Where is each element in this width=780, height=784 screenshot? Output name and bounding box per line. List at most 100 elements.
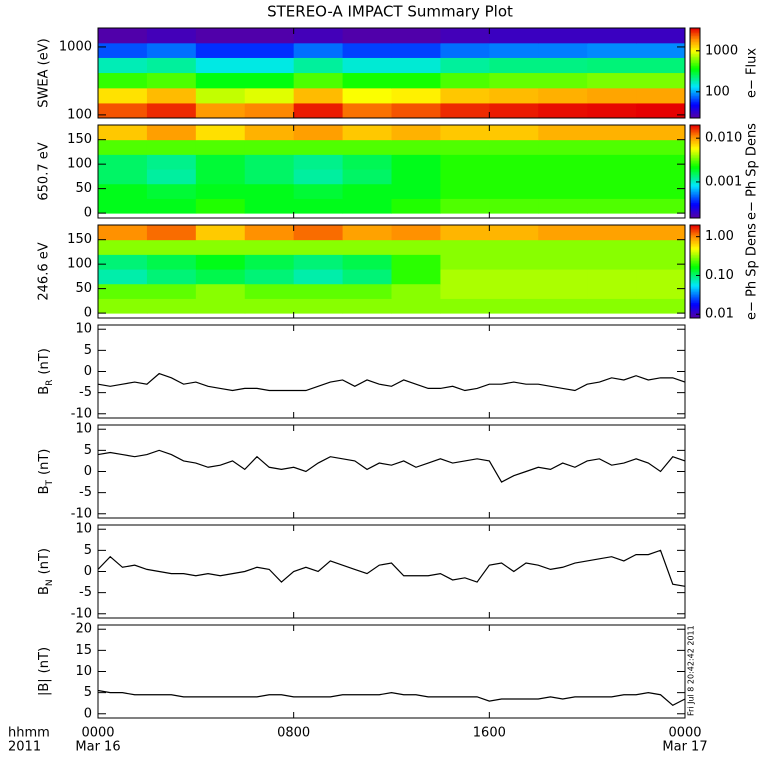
heatmap-cell xyxy=(440,269,490,285)
heatmap-cell xyxy=(293,183,344,199)
colorbar-slice xyxy=(690,291,700,294)
heatmap-cell xyxy=(244,283,295,299)
colorbar-frame xyxy=(689,124,701,219)
y-label-symbol: B xyxy=(37,586,52,595)
y-tick-label: 0 xyxy=(84,464,92,479)
heatmap-cell xyxy=(440,298,490,314)
heatmap-cell xyxy=(636,198,685,214)
colorbar-slice xyxy=(690,100,700,102)
heatmap-cell xyxy=(391,198,441,214)
heatmap-cell xyxy=(98,72,148,89)
colorbar-slice xyxy=(690,29,700,32)
colorbar-slice xyxy=(690,34,700,36)
y-tick-label: -5 xyxy=(79,485,92,500)
colorbar-slice xyxy=(690,304,700,307)
heatmap-cell xyxy=(538,154,588,170)
y-tick-label: 0 xyxy=(84,306,92,321)
heatmap-cell xyxy=(195,125,246,141)
heatmap-cell xyxy=(636,87,685,104)
colorbar-slice xyxy=(690,205,700,208)
heatmap-cell xyxy=(342,198,392,214)
y-label-unit: (nT) xyxy=(37,348,52,374)
heatmap-cell xyxy=(440,154,490,170)
colorbar-slice xyxy=(690,259,700,262)
colorbar-slice xyxy=(690,32,700,35)
heatmap-cell xyxy=(538,125,588,141)
colorbar-slice xyxy=(690,293,700,296)
heatmap-cell xyxy=(587,102,637,118)
y-axis-label: BT (nT) xyxy=(37,449,55,495)
colorbar-slice xyxy=(690,107,700,110)
heatmap-cell xyxy=(587,239,637,255)
colorbar-slice xyxy=(690,89,700,92)
heatmap-cell xyxy=(538,169,588,185)
heatmap-cell xyxy=(587,28,637,44)
heatmap-cell xyxy=(98,269,148,285)
heatmap-cell xyxy=(538,269,588,285)
colorbar-slice xyxy=(690,200,700,203)
heatmap-cell xyxy=(146,28,197,44)
colorbar-slice xyxy=(690,211,700,214)
heatmap-cell xyxy=(342,169,392,185)
y-tick-label: 0 xyxy=(84,706,92,721)
y-tick-label: 10 xyxy=(75,422,92,437)
colorbar-slice xyxy=(690,277,700,280)
timestamp: Fri Jul 8 20:42:42 2011 xyxy=(687,625,696,716)
heatmap-cell xyxy=(244,198,295,214)
heatmap-cell xyxy=(342,102,392,118)
colorbar-slice xyxy=(690,137,700,140)
heatmap-cell xyxy=(440,57,490,74)
heatmap-cell xyxy=(146,254,197,270)
colorbar-slice xyxy=(690,246,700,249)
heatmap-cell xyxy=(342,28,392,44)
plot-frame xyxy=(97,524,686,619)
heatmap-cell xyxy=(587,169,637,185)
colorbar-slice xyxy=(690,91,700,93)
heatmap-cell xyxy=(391,225,441,241)
colorbar-tick-label: 0.010 xyxy=(705,131,742,146)
colorbar-slice xyxy=(690,283,700,286)
colorbar-slice xyxy=(690,55,700,57)
colorbar-slice xyxy=(690,288,700,291)
data-line xyxy=(97,449,686,483)
x-tick-label: 0000 xyxy=(668,726,701,741)
colorbar-slice xyxy=(690,92,700,95)
heatmap-cell xyxy=(636,298,685,314)
heatmap-cell xyxy=(636,125,685,141)
heatmap-cell xyxy=(342,254,392,270)
y-tick-label: -10 xyxy=(71,506,92,521)
colorbar-slice xyxy=(690,287,700,290)
colorbar-slice xyxy=(690,310,700,313)
colorbar-label: e− Flux xyxy=(745,48,760,98)
heatmap-cell xyxy=(146,102,197,118)
heatmap-cell xyxy=(489,87,539,104)
colorbar-slice xyxy=(690,65,700,68)
heatmap-cell xyxy=(98,198,148,214)
heatmap-cell xyxy=(146,269,197,285)
colorbar-slice xyxy=(690,257,700,260)
end-date: Mar 17 xyxy=(662,740,707,755)
heatmap-cell xyxy=(293,239,344,255)
heatmap-cell xyxy=(489,57,539,74)
colorbar-slice xyxy=(690,53,700,56)
colorbar-slice xyxy=(690,159,700,162)
colorbar-slice xyxy=(690,254,700,257)
heatmap-cell xyxy=(538,239,588,255)
heatmap-cell xyxy=(391,125,441,141)
heatmap-cell xyxy=(146,72,197,89)
heatmap-cell xyxy=(98,183,148,199)
heatmap-cell xyxy=(342,125,392,141)
x-unit-label: hhmm xyxy=(8,726,50,741)
heatmap-cell xyxy=(98,42,148,58)
heatmap-cell xyxy=(440,254,490,270)
heatmap-cell xyxy=(489,28,539,44)
y-label-unit: (nT) xyxy=(37,647,52,673)
colorbar-slice xyxy=(690,50,700,53)
heatmap xyxy=(98,125,685,214)
heatmap-cell xyxy=(587,72,637,89)
heatmap-cell xyxy=(195,254,246,270)
colorbar-slice xyxy=(690,70,700,72)
heatmap-cell xyxy=(293,198,344,214)
heatmap-cell xyxy=(293,254,344,270)
